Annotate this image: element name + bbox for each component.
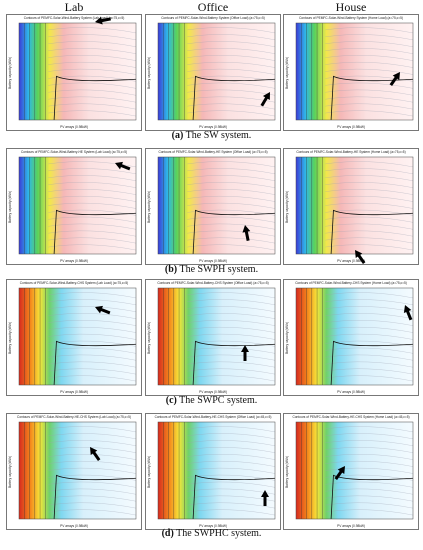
x-axis-label: PV arrays (0.98kW) bbox=[60, 390, 88, 394]
x-axis-label: PV arrays (0.98kW) bbox=[337, 524, 365, 528]
x-axis-label: PV arrays (0.98kW) bbox=[60, 125, 88, 129]
contour-plot-lab-row-0: Contours of PEMFC-Solar-Wind-Battery Sys… bbox=[6, 14, 142, 131]
contour-graphic bbox=[157, 22, 276, 121]
subfigure-caption: (c) The SWPC system. bbox=[0, 395, 423, 406]
y-axis-label: Battery capacity (kWh) bbox=[8, 190, 12, 223]
contour-graphic bbox=[157, 287, 276, 386]
contour-plot-office-row-3: Contours of PEMFC-Solar-Wind-Battery-HE-… bbox=[145, 413, 281, 530]
y-axis-label: Battery capacity (kWh) bbox=[147, 56, 151, 89]
plot-title: Contours of PEMFC-Solar-Wind-Battery-CHS… bbox=[19, 281, 129, 285]
plot-title: Contours of PEMFC-Solar-Wind-Battery Sys… bbox=[299, 16, 403, 20]
subfigure-caption: (a) The SW system. bbox=[0, 130, 423, 141]
caption-text: The SW system. bbox=[183, 130, 252, 141]
y-axis-label: Battery capacity (kWh) bbox=[8, 455, 12, 488]
y-axis-label: Battery capacity (kWh) bbox=[8, 56, 12, 89]
caption-label: (b) bbox=[164, 264, 178, 275]
x-axis-label: PV arrays (0.98kW) bbox=[199, 524, 227, 528]
plot-title: Contours of PEMFC-Solar-Wind-Battery Sys… bbox=[161, 16, 265, 20]
contour-graphic bbox=[18, 421, 137, 520]
y-axis-label: Battery capacity (kWh) bbox=[147, 190, 151, 223]
contour-plot-house-row-3: Contours of PEMFC-Solar-Wind-Battery-HE-… bbox=[283, 413, 419, 530]
contour-graphic bbox=[295, 22, 414, 121]
plot-title: Contours of PEMFC-Solar-Wind-Battery Sys… bbox=[23, 16, 125, 20]
y-axis-label: Battery capacity (kWh) bbox=[8, 321, 12, 354]
x-axis-label: PV arrays (0.98kW) bbox=[60, 524, 88, 528]
contour-graphic bbox=[295, 287, 414, 386]
plot-title: Contours of PEMFC-Solar-Wind-Battery-CHS… bbox=[295, 281, 407, 285]
column-header-lab: Lab bbox=[64, 0, 84, 14]
plot-title: Contours of PEMFC-Solar-Wind-Battery-HE … bbox=[296, 150, 406, 154]
plot-title: Contours of PEMFC-Solar-Wind-Battery-HE … bbox=[20, 150, 128, 154]
contour-graphic bbox=[295, 156, 414, 255]
plot-title: Contours of PEMFC-Solar-Wind-Battery-CHS… bbox=[157, 281, 269, 285]
y-axis-label: Battery capacity (kWh) bbox=[147, 321, 151, 354]
contour-plot-house-row-1: Contours of PEMFC-Solar-Wind-Battery-HE … bbox=[283, 148, 419, 265]
y-axis-label: Battery capacity (kWh) bbox=[285, 56, 289, 89]
contour-graphic bbox=[157, 421, 276, 520]
caption-label: (a) bbox=[171, 130, 184, 141]
x-axis-label: PV arrays (0.98kW) bbox=[199, 259, 227, 263]
contour-plot-lab-row-1: Contours of PEMFC-Solar-Wind-Battery-HE … bbox=[6, 148, 142, 265]
caption-text: The SWPC system. bbox=[176, 395, 258, 406]
contour-plot-office-row-0: Contours of PEMFC-Solar-Wind-Battery Sys… bbox=[145, 14, 281, 131]
contour-plot-office-row-2: Contours of PEMFC-Solar-Wind-Battery-CHS… bbox=[145, 279, 281, 396]
x-axis-label: PV arrays (0.98kW) bbox=[199, 125, 227, 129]
contour-plot-office-row-1: Contours of PEMFC-Solar-Wind-Battery-HE … bbox=[145, 148, 281, 265]
caption-text: The SWPHC system. bbox=[173, 528, 262, 539]
column-header-house: House bbox=[335, 0, 367, 14]
x-axis-label: PV arrays (0.98kW) bbox=[337, 259, 365, 263]
x-axis-label: PV arrays (0.98kW) bbox=[60, 259, 88, 263]
x-axis-label: PV arrays (0.98kW) bbox=[337, 390, 365, 394]
contour-graphic bbox=[18, 287, 137, 386]
caption-label: (d) bbox=[161, 528, 174, 539]
x-axis-label: PV arrays (0.98kW) bbox=[199, 390, 227, 394]
y-axis-label: Battery capacity (kWh) bbox=[147, 455, 151, 488]
contour-graphic bbox=[157, 156, 276, 255]
contour-graphic bbox=[295, 421, 414, 520]
column-header-office: Office bbox=[197, 0, 229, 14]
contour-plot-house-row-0: Contours of PEMFC-Solar-Wind-Battery Sys… bbox=[283, 14, 419, 131]
contour-graphic bbox=[18, 22, 137, 121]
contour-plot-lab-row-2: Contours of PEMFC-Solar-Wind-Battery-CHS… bbox=[6, 279, 142, 396]
plot-title: Contours of PEMFC-Solar-Wind-Battery-HE-… bbox=[17, 415, 131, 419]
plot-title: Contours of PEMFC-Solar-Wind-Battery-HE-… bbox=[292, 415, 410, 419]
caption-text: The SWPH system. bbox=[177, 264, 259, 275]
contour-plot-lab-row-3: Contours of PEMFC-Solar-Wind-Battery-HE-… bbox=[6, 413, 142, 530]
plot-title: Contours of PEMFC-Solar-Wind-Battery-HE … bbox=[158, 150, 268, 154]
subfigure-caption: (d) The SWPHC system. bbox=[0, 528, 423, 539]
y-axis-label: Battery capacity (kWh) bbox=[285, 455, 289, 488]
caption-label: (c) bbox=[165, 395, 177, 406]
plot-title: Contours of PEMFC-Solar-Wind-Battery-HE-… bbox=[154, 415, 272, 419]
x-axis-label: PV arrays (0.98kW) bbox=[337, 125, 365, 129]
y-axis-label: Battery capacity (kWh) bbox=[285, 190, 289, 223]
contour-plot-house-row-2: Contours of PEMFC-Solar-Wind-Battery-CHS… bbox=[283, 279, 419, 396]
contour-graphic bbox=[18, 156, 137, 255]
y-axis-label: Battery capacity (kWh) bbox=[285, 321, 289, 354]
subfigure-caption: (b) The SWPH system. bbox=[0, 264, 423, 275]
